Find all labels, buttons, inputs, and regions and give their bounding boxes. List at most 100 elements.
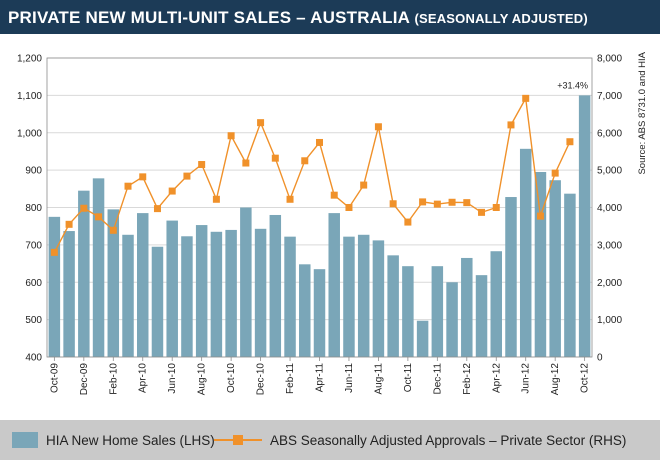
x-axis-tick-label: Dec-10 xyxy=(256,363,267,396)
x-axis-tick-label: Apr-11 xyxy=(315,363,326,393)
x-axis-tick-label: Feb-11 xyxy=(285,363,296,394)
left-axis-tick-label: 900 xyxy=(25,166,42,177)
right-axis-tick-label: 7,000 xyxy=(597,91,622,102)
legend-background xyxy=(0,420,660,460)
approvals-marker-sep-10 xyxy=(212,195,220,203)
annotation-label: +31.4% xyxy=(557,80,588,90)
bar-oct-10 xyxy=(225,229,237,357)
approvals-marker-oct-09 xyxy=(50,248,58,256)
bar-oct-11 xyxy=(402,266,414,357)
left-axis-tick-label: 400 xyxy=(25,353,42,364)
legend-line-marker xyxy=(233,435,243,445)
x-axis-tick-label: Aug-12 xyxy=(550,363,561,396)
left-axis-tick-label: 800 xyxy=(25,203,42,214)
bar-jan-11 xyxy=(269,214,282,357)
left-axis-tick-label: 1,100 xyxy=(17,91,42,102)
x-axis-tick-label: Oct-09 xyxy=(49,363,60,393)
x-axis-tick-label: Oct-12 xyxy=(580,363,591,393)
x-axis-tick-label: Apr-12 xyxy=(491,363,502,393)
x-axis-tick-label: Feb-10 xyxy=(108,363,119,395)
bar-mar-10 xyxy=(122,234,134,357)
approvals-marker-feb-11 xyxy=(286,195,294,203)
right-axis-tick-label: 8,000 xyxy=(597,54,622,65)
bar-jul-11 xyxy=(357,234,370,357)
right-axis-tick-label: 4,000 xyxy=(597,203,622,214)
bar-jun-10 xyxy=(166,220,178,357)
bar-may-11 xyxy=(328,213,340,357)
x-axis-tick-label: Oct-10 xyxy=(226,363,237,393)
x-axis-tick-label: Jun-10 xyxy=(167,363,178,394)
approvals-marker-nov-09 xyxy=(65,220,73,228)
x-axis-tick-label: Feb-12 xyxy=(462,363,473,395)
bar-sep-11 xyxy=(387,255,399,357)
x-axis-tick-label: Dec-11 xyxy=(432,363,443,395)
approvals-marker-nov-11 xyxy=(419,198,427,206)
bar-dec-09 xyxy=(78,190,90,357)
bar-feb-12 xyxy=(461,257,473,357)
chart-title: PRIVATE NEW MULTI-UNIT SALES – AUSTRALIA… xyxy=(8,8,588,28)
left-axis-tick-label: 1,000 xyxy=(17,128,42,139)
left-axis-tick-label: 700 xyxy=(25,240,42,251)
x-axis-tick-label: Jun-11 xyxy=(344,363,355,393)
approvals-marker-dec-11 xyxy=(433,200,441,208)
x-axis-tick-label: Jun-12 xyxy=(521,363,532,394)
legend-bar-swatch xyxy=(12,432,38,448)
x-axis-tick-label: Aug-10 xyxy=(197,363,208,396)
bar-nov-10 xyxy=(240,207,252,357)
bar-feb-10 xyxy=(107,209,120,357)
approvals-marker-feb-10 xyxy=(109,226,117,234)
approvals-marker-sep-12 xyxy=(566,138,574,146)
bar-jul-10 xyxy=(181,236,193,357)
bar-jun-12 xyxy=(519,148,532,357)
bar-nov-09 xyxy=(63,231,75,357)
left-axis-tick-label: 1,200 xyxy=(17,54,42,65)
bar-jun-11 xyxy=(343,236,355,357)
approvals-marker-jan-12 xyxy=(448,198,456,206)
bar-jan-10 xyxy=(92,178,105,357)
approvals-marker-jul-12 xyxy=(536,212,544,220)
bar-may-12 xyxy=(505,197,517,357)
bar-may-10 xyxy=(151,246,164,357)
bar-sep-10 xyxy=(210,231,223,357)
approvals-marker-nov-10 xyxy=(242,159,250,167)
approvals-marker-feb-12 xyxy=(463,199,471,207)
chart-svg: 400 500 600 700 800 900 1,000 1,100 1,200 0 1,000 2… xyxy=(0,34,660,460)
right-axis-tick-label: 1,000 xyxy=(597,315,622,326)
approvals-marker-jan-11 xyxy=(271,154,279,162)
left-axis-tick-label: 600 xyxy=(25,278,42,289)
approvals-marker-mar-11 xyxy=(301,157,309,165)
bar-nov-11 xyxy=(416,320,429,357)
bar-apr-11 xyxy=(313,269,326,357)
approvals-marker-apr-10 xyxy=(139,173,147,181)
bar-aug-10 xyxy=(195,225,208,357)
approvals-marker-aug-11 xyxy=(374,123,382,131)
title-bar: PRIVATE NEW MULTI-UNIT SALES – AUSTRALIA… xyxy=(0,0,660,34)
approvals-marker-oct-10 xyxy=(227,132,235,140)
chart-panel: 400 500 600 700 800 900 1,000 1,100 1,200 0 1,000 2… xyxy=(0,34,660,460)
chart-title-sub: (SEASONALLY ADJUSTED) xyxy=(414,11,588,26)
approvals-marker-sep-11 xyxy=(389,200,397,208)
bar-aug-12 xyxy=(549,180,561,357)
bar-apr-10 xyxy=(136,213,149,357)
x-axis-tick-label: Aug-11 xyxy=(373,363,384,395)
approvals-marker-aug-12 xyxy=(551,169,559,177)
right-axis-tick-label: 3,000 xyxy=(597,240,622,251)
approvals-marker-jun-11 xyxy=(345,204,353,211)
bar-oct-09 xyxy=(48,216,61,357)
approvals-marker-mar-12 xyxy=(478,208,486,216)
right-axis-tick-label: 5,000 xyxy=(597,166,622,177)
right-axis-tick-label: 6,000 xyxy=(597,128,622,139)
approvals-marker-apr-12 xyxy=(492,204,500,211)
approvals-marker-jan-10 xyxy=(95,213,103,221)
approvals-marker-dec-09 xyxy=(80,204,88,212)
right-axis-tick-label: 2,000 xyxy=(597,278,622,289)
approvals-marker-jun-12 xyxy=(522,94,530,102)
right-axis-tick-label: 0 xyxy=(597,353,603,364)
x-axis-tick-label: Oct-11 xyxy=(403,363,414,393)
legend-line-label: ABS Seasonally Adjusted Approvals – Priv… xyxy=(270,433,626,448)
bar-sep-12 xyxy=(564,193,576,357)
approvals-marker-may-10 xyxy=(153,205,161,213)
left-axis-tick-label: 500 xyxy=(25,315,42,326)
approvals-marker-oct-11 xyxy=(404,218,412,226)
bar-jul-12 xyxy=(534,171,547,357)
